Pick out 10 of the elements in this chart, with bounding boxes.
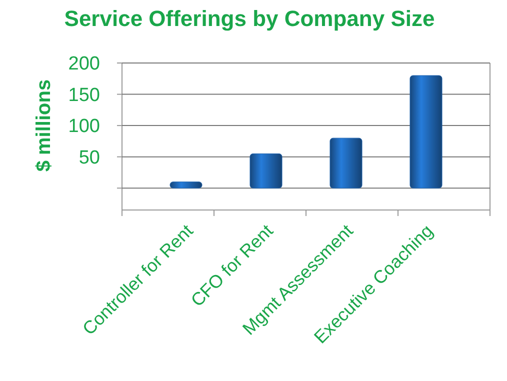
y-tick-label: 150 [68, 84, 100, 106]
bar [410, 75, 442, 188]
y-tick-label: 200 [68, 54, 100, 75]
bar [170, 182, 202, 188]
y-tick-label: 50 [78, 147, 100, 168]
bar [330, 138, 362, 188]
bar [250, 153, 282, 188]
chart-title: Service Offerings by Company Size [64, 6, 435, 31]
y-axis-title: $ millions [33, 79, 55, 172]
y-tick-label: 100 [68, 116, 100, 138]
